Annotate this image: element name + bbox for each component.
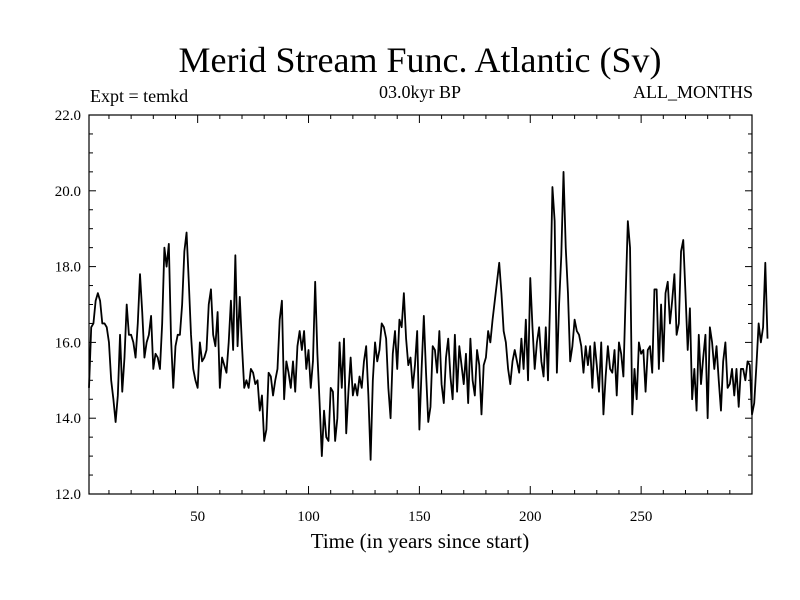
chart-subtitle-center: 03.0kyr BP bbox=[379, 82, 461, 102]
y-tick-label: 12.0 bbox=[55, 487, 81, 503]
y-axis: 12.0 14.0 16.0 18.0 20.0 22.0 bbox=[55, 108, 752, 503]
y-tick-label: 22.0 bbox=[55, 108, 81, 124]
chart-subtitle-left: Expt = temkd bbox=[90, 86, 188, 106]
chart-title: Merid Stream Func. Atlantic (Sv) bbox=[179, 40, 662, 80]
x-axis: 50 100 150 200 250 bbox=[108, 115, 731, 525]
plot-frame bbox=[88, 114, 753, 495]
x-tick-label: 50 bbox=[190, 509, 205, 525]
y-tick-label: 18.0 bbox=[55, 260, 81, 276]
y-tick-label: 14.0 bbox=[55, 411, 81, 427]
x-tick-label: 150 bbox=[408, 509, 431, 525]
x-tick-label: 100 bbox=[297, 509, 320, 525]
series-line bbox=[88, 170, 769, 461]
x-axis-label: Time (in years since start) bbox=[311, 529, 530, 553]
x-tick-label: 200 bbox=[519, 509, 542, 525]
y-tick-label: 20.0 bbox=[55, 184, 81, 200]
chart-subtitle-right: ALL_MONTHS bbox=[633, 82, 753, 102]
y-tick-label: 16.0 bbox=[55, 335, 81, 351]
x-tick-label: 250 bbox=[630, 509, 653, 525]
